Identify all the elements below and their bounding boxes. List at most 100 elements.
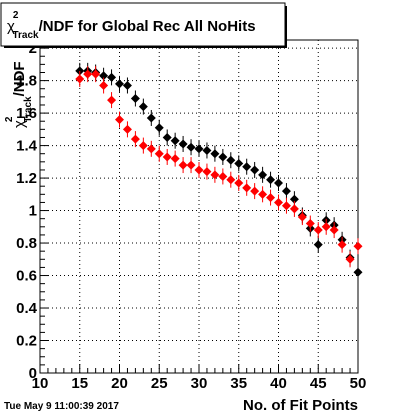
y-tick-label: 0.8 (16, 235, 37, 252)
data-point (122, 80, 132, 90)
data-point (353, 267, 363, 277)
data-point (297, 212, 307, 222)
data-point (202, 145, 212, 155)
data-point (274, 197, 283, 207)
x-tick-label: 15 (71, 375, 88, 392)
data-point (154, 149, 164, 159)
data-point (83, 69, 93, 79)
y-tick-label: 1 (29, 203, 37, 220)
data-point (162, 132, 172, 142)
y-axis-title-rest: /NDF (11, 61, 28, 96)
x-tick-label: 30 (191, 375, 208, 392)
y-axis-title: χ2 Track/NDF (4, 61, 34, 128)
data-point (258, 189, 268, 199)
data-point (329, 225, 339, 235)
title-box-frame (0, 2, 286, 47)
data-point (289, 194, 299, 204)
data-point (321, 222, 331, 232)
x-tick-label: 20 (111, 375, 128, 392)
data-point (281, 201, 291, 211)
x-tick-label: 35 (230, 375, 247, 392)
grid-layer (40, 40, 358, 373)
data-point (210, 170, 220, 180)
y-tick-label: 1.2 (16, 170, 37, 187)
y-axis-title-chi: χ (11, 120, 28, 128)
data-point (266, 175, 276, 185)
data-point (170, 154, 180, 164)
chart-title: χ2 Track/NDF for Global Rec All NoHits (7, 10, 256, 41)
y-tick-label: 0 (29, 365, 37, 382)
data-point (115, 79, 124, 89)
data-point (186, 142, 196, 152)
data-point (130, 93, 140, 103)
data-point (226, 155, 236, 165)
x-axis-title: No. of Fit Points (243, 397, 358, 414)
data-point (250, 186, 260, 196)
chart-title-rest: /NDF for Global Rec All NoHits (39, 18, 256, 35)
data-point (178, 160, 188, 170)
y-tick-label: 1.6 (16, 105, 37, 122)
y-axis-title-text: χ2 Track/NDF (4, 61, 34, 128)
chart-title-chi: χ (7, 18, 15, 35)
data-point (234, 158, 244, 168)
data-point (107, 72, 117, 82)
data-point (170, 136, 180, 146)
data-point (242, 183, 252, 193)
y-tick-label: 0.6 (16, 268, 37, 285)
data-point (194, 165, 204, 175)
y-tick-label: 0.4 (16, 300, 38, 317)
data-point (146, 113, 156, 123)
y-tick-label: 0.2 (16, 333, 37, 350)
data-point (75, 74, 85, 84)
title-box-shadow-right (285, 6, 287, 48)
data-point (210, 149, 220, 159)
data-point (266, 193, 276, 203)
y-axis-title-sub: Track (23, 96, 34, 123)
data-point (274, 178, 283, 188)
data-point (313, 240, 323, 250)
data-point (138, 102, 148, 112)
data-point (138, 141, 148, 151)
data-point (289, 204, 299, 214)
data-point (99, 71, 109, 81)
points-layer (75, 62, 363, 281)
data-point (353, 241, 363, 251)
data-point (218, 171, 228, 181)
data-point (99, 80, 109, 90)
data-point (107, 95, 117, 105)
y-tick-label: 1.4 (16, 138, 38, 155)
data-point (242, 162, 252, 172)
data-point (313, 225, 323, 235)
data-point (345, 254, 355, 264)
data-point (258, 170, 268, 180)
ticks-layer: 10 15 20 25 30 35 40 45 50 0 0.2 0.4 0.6 0.8 1 1.2 1.4 1.… (16, 39, 367, 392)
title-box: χ2 Track/NDF for Global Rec All NoHits (0, 2, 287, 48)
data-point (91, 69, 101, 79)
data-point (194, 144, 204, 154)
data-point (226, 175, 236, 185)
data-point (146, 144, 156, 154)
data-point (305, 219, 315, 229)
data-point (130, 134, 140, 144)
data-point (154, 123, 164, 133)
data-point (75, 66, 85, 76)
data-point (234, 178, 244, 188)
data-point (122, 124, 132, 134)
chart-title-sub: Track (12, 30, 39, 41)
x-tick-label: 25 (151, 375, 168, 392)
x-tick-label: 40 (270, 375, 287, 392)
timestamp: Tue May 9 11:00:39 2017 (4, 401, 119, 412)
data-point (162, 152, 172, 162)
y-tick-label: 2 (29, 40, 37, 57)
data-point (337, 240, 347, 250)
title-box-shadow-bottom (4, 46, 287, 48)
y-axis-title-sup: 2 (4, 116, 15, 122)
data-point (250, 165, 260, 175)
chart-title-sup: 2 (13, 10, 19, 21)
data-point (115, 115, 124, 125)
data-point (281, 186, 291, 196)
data-point (202, 167, 212, 177)
x-tick-label: 50 (350, 375, 367, 392)
